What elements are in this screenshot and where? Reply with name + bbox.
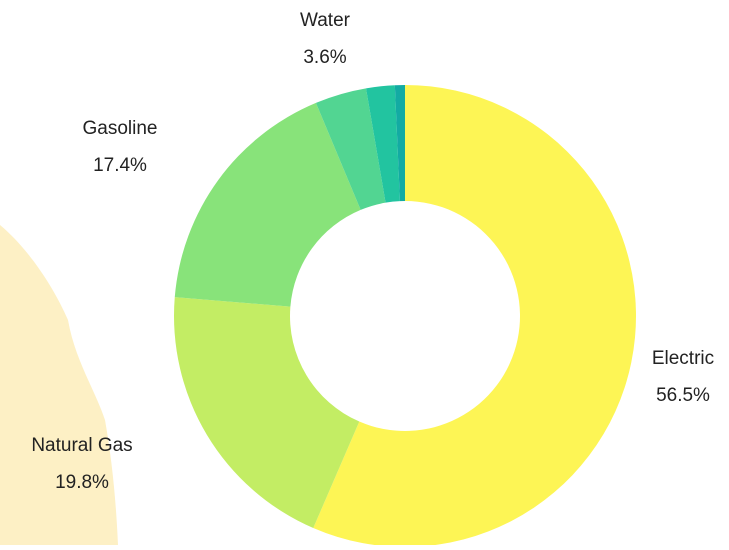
background-shape	[0, 225, 118, 545]
slice-value: 56.5%	[656, 385, 710, 406]
slice	[315, 88, 386, 210]
slice-label: Gasoline	[83, 118, 158, 139]
slice-value: 19.8%	[55, 472, 109, 493]
slice-label: Natural Gas	[31, 435, 132, 456]
slice	[174, 297, 360, 529]
slice	[365, 85, 400, 203]
slice	[394, 85, 405, 202]
slice-label: Electric	[652, 348, 714, 369]
slice	[174, 102, 361, 307]
slice	[313, 85, 636, 547]
slice-label: Water	[300, 10, 351, 31]
slice-value: 17.4%	[93, 155, 147, 176]
slice-value: 3.6%	[303, 47, 346, 68]
